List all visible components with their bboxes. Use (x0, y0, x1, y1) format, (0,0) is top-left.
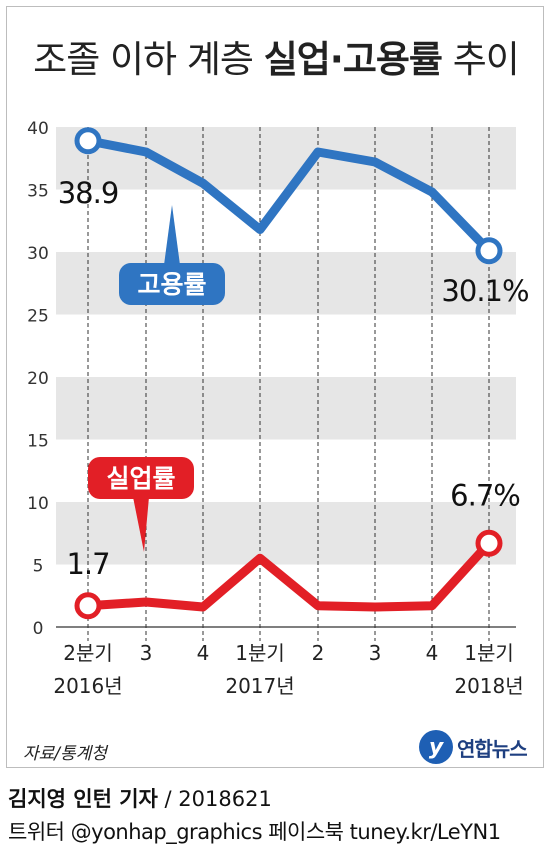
y-tick-label: 15 (27, 432, 49, 452)
grid-band (56, 127, 516, 190)
x-tick-label: 4 (426, 641, 439, 665)
x-tick-label: 3 (140, 641, 153, 665)
data-point-marker (475, 237, 503, 265)
y-tick-label: 0 (33, 619, 44, 639)
grid-band (56, 377, 516, 440)
y-tick-label: 40 (27, 119, 49, 139)
sns-info: 트위터 @yonhap_graphics 페이스북 tuney.kr/LeYN1 (8, 820, 501, 844)
data-label-end: 6.7% (450, 478, 520, 512)
x-tick-label: 4 (197, 641, 210, 665)
series-name-label: 고용률 (137, 270, 206, 299)
x-tick-label: 1분기 (235, 641, 285, 665)
x-tick-label: 2분기 (63, 641, 113, 665)
title-bold: 실업·고용률 (263, 38, 443, 81)
x-year-label: 2016년 (53, 674, 122, 698)
data-point-marker (74, 127, 102, 155)
x-tick-label: 1분기 (464, 641, 514, 665)
title-plain: 조졸 이하 계층 (33, 38, 254, 81)
yonhap-logo-icon: y (419, 730, 453, 764)
y-tick-label: 10 (27, 494, 49, 514)
x-tick-label: 3 (369, 641, 382, 665)
series-name-tag (88, 457, 194, 499)
credit-date: / 2018621 (157, 787, 272, 811)
y-tick-label: 35 (27, 182, 49, 202)
source-note: 자료/통계청 (23, 744, 107, 764)
chart-title: 조졸 이하 계층 실업·고용률 추이 (7, 29, 545, 83)
grid-band (56, 502, 516, 565)
data-label-start: 38.9 (58, 176, 119, 210)
x-tick-label: 2 (312, 641, 325, 665)
callout-pointer (164, 205, 180, 265)
data-point-marker (475, 529, 503, 557)
data-label-start: 1.7 (66, 547, 109, 581)
series-line (83, 538, 494, 612)
data-point-marker (74, 592, 102, 620)
y-tick-label: 5 (33, 557, 44, 577)
reporter-credit: 김지영 인턴 기자 / 2018621 (8, 783, 272, 813)
y-tick-label: 30 (27, 244, 49, 264)
y-tick-label: 20 (27, 369, 49, 389)
yonhap-logo-text: 연합뉴스 (457, 736, 528, 761)
yonhap-logo: y 연합뉴스 (419, 729, 528, 765)
series-line (83, 136, 494, 256)
x-year-label: 2017년 (225, 674, 294, 698)
callout-pointer (133, 497, 149, 552)
series-name-label: 실업률 (106, 464, 175, 493)
x-year-label: 2018년 (454, 674, 523, 698)
data-label-end: 30.1% (441, 274, 528, 308)
series-name-tag (119, 263, 225, 305)
title-tail: 추이 (452, 38, 520, 81)
reporter-name: 김지영 인턴 기자 (8, 787, 158, 811)
y-tick-label: 25 (27, 307, 49, 327)
